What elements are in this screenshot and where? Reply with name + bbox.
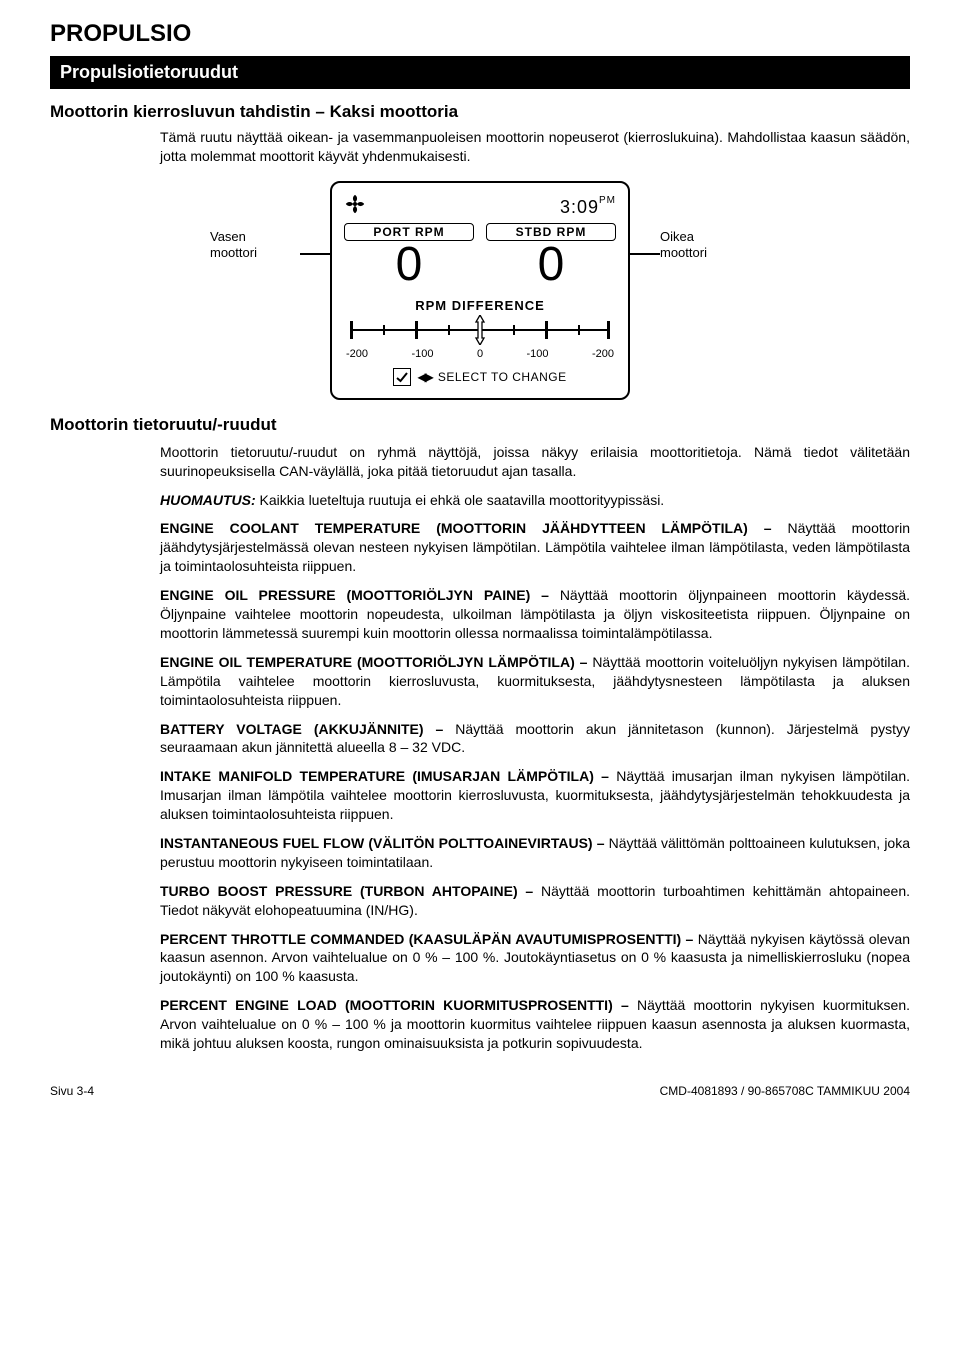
definition-lead: INTAKE MANIFOLD TEMPERATURE (IMUSARJAN L… — [160, 768, 609, 784]
lead-line-left — [300, 253, 330, 255]
definition-paragraph: ENGINE COOLANT TEMPERATURE (MOOTTORIN JÄ… — [160, 519, 910, 576]
right-label-line2: moottori — [660, 245, 707, 260]
fan-icon — [344, 193, 366, 220]
definition-paragraph: ENGINE OIL PRESSURE (MOOTTORIÖLJYN PAINE… — [160, 586, 910, 643]
left-right-arrow-icon: ◀▶ — [417, 369, 431, 385]
note-line: HUOMAUTUS: Kaikkia lueteltuja ruutuja ei… — [160, 491, 910, 510]
lead-line-right — [630, 253, 660, 255]
note-text: Kaikkia lueteltuja ruutuja ei ehkä ole s… — [256, 492, 665, 508]
definition-lead: PERCENT THROTTLE COMMANDED (KAASULÄPÄN A… — [160, 931, 693, 947]
scale-numbers: -200 -100 0 -100 -200 — [346, 347, 614, 362]
right-label-line1: Oikea — [660, 229, 694, 244]
section-title: PROPULSIO — [50, 18, 910, 50]
body-content: Moottorin tietoruutu/-ruudut on ryhmä nä… — [160, 443, 910, 1053]
definition-lead: PERCENT ENGINE LOAD (MOOTTORIN KUORMITUS… — [160, 997, 629, 1013]
port-rpm-block: PORT RPM 0 — [344, 222, 474, 289]
left-label-line2: moottori — [210, 245, 257, 260]
note-label: HUOMAUTUS: — [160, 492, 256, 508]
rpm-difference-scale — [350, 317, 610, 343]
scale-tick-4: -200 — [592, 347, 614, 362]
definition-lead: ENGINE OIL TEMPERATURE (MOOTTORIÖLJYN LÄ… — [160, 654, 587, 670]
definition-paragraph: TURBO BOOST PRESSURE (TURBON AHTOPAINE) … — [160, 882, 910, 920]
page-footer: Sivu 3-4 CMD-4081893 / 90-865708C TAMMIK… — [50, 1083, 910, 1099]
check-icon — [393, 368, 411, 386]
pointer-icon — [472, 315, 488, 345]
rpm-difference-label: RPM DIFFERENCE — [344, 297, 616, 315]
definition-lead: TURBO BOOST PRESSURE (TURBON AHTOPAINE) … — [160, 883, 533, 899]
definition-lead: BATTERY VOLTAGE (AKKUJÄNNITE) – — [160, 721, 443, 737]
definition-lead: ENGINE COOLANT TEMPERATURE (MOOTTORIN JÄ… — [160, 520, 772, 536]
clock-readout: 3:09PM — [560, 195, 616, 219]
definition-lead: INSTANTANEOUS FUEL FLOW (VÄLITÖN POLTTOA… — [160, 835, 605, 851]
clock-time: 3:09 — [560, 197, 599, 217]
select-to-change-row: ◀▶ SELECT TO CHANGE — [344, 368, 616, 386]
select-to-change-text: SELECT TO CHANGE — [438, 369, 567, 385]
definition-paragraph: PERCENT THROTTLE COMMANDED (KAASULÄPÄN A… — [160, 930, 910, 987]
scale-tick-2: 0 — [477, 347, 483, 362]
definition-paragraph: INTAKE MANIFOLD TEMPERATURE (IMUSARJAN L… — [160, 767, 910, 824]
rpm-sync-diagram: Vasen moottori 3:09PM PORT RPM 0 STBD RP… — [50, 181, 910, 399]
definition-paragraph: INSTANTANEOUS FUEL FLOW (VÄLITÖN POLTTOA… — [160, 834, 910, 872]
stbd-rpm-value: 0 — [486, 241, 616, 289]
definition-paragraph: ENGINE OIL TEMPERATURE (MOOTTORIÖLJYN LÄ… — [160, 653, 910, 710]
footer-left: Sivu 3-4 — [50, 1083, 94, 1099]
sub-heading: Moottorin kierrosluvun tahdistin – Kaksi… — [50, 101, 910, 124]
scale-tick-3: -100 — [527, 347, 549, 362]
right-engine-label: Oikea moottori — [660, 181, 750, 260]
scale-tick-0: -200 — [346, 347, 368, 362]
definition-lead: ENGINE OIL PRESSURE (MOOTTORIÖLJYN PAINE… — [160, 587, 549, 603]
footer-right: CMD-4081893 / 90-865708C TAMMIKUU 2004 — [660, 1083, 910, 1099]
scale-tick-1: -100 — [411, 347, 433, 362]
port-rpm-value: 0 — [344, 241, 474, 289]
left-engine-label: Vasen moottori — [210, 181, 300, 260]
definition-paragraph: BATTERY VOLTAGE (AKKUJÄNNITE) – Näyttää … — [160, 720, 910, 758]
clock-ampm: PM — [599, 195, 616, 206]
mid-heading: Moottorin tietoruutu/-ruudut — [50, 414, 910, 437]
definition-paragraph: PERCENT ENGINE LOAD (MOOTTORIN KUORMITUS… — [160, 996, 910, 1053]
intro-paragraph-2: Moottorin tietoruutu/-ruudut on ryhmä nä… — [160, 443, 910, 481]
subsection-bar: Propulsiotietoruudut — [50, 56, 910, 88]
left-label-line1: Vasen — [210, 229, 246, 244]
gauge-screen: 3:09PM PORT RPM 0 STBD RPM 0 RPM DIFFERE… — [330, 181, 630, 399]
intro-paragraph: Tämä ruutu näyttää oikean- ja vasemmanpu… — [160, 128, 910, 166]
stbd-rpm-block: STBD RPM 0 — [486, 222, 616, 289]
